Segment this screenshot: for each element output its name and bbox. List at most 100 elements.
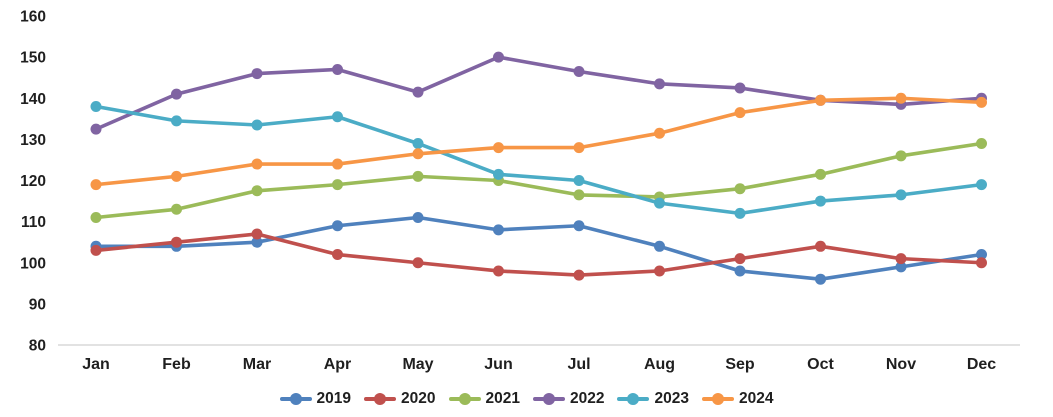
data-point-2021-Sep <box>734 183 746 195</box>
data-point-2024-Aug <box>654 127 665 139</box>
legend-item-2020: 2020 <box>364 390 436 408</box>
y-axis-tick-label: 110 <box>21 214 46 231</box>
legend-item-2024: 2024 <box>701 390 774 408</box>
y-axis-tick-label: 100 <box>20 255 46 272</box>
legend-label: 2020 <box>401 390 436 408</box>
data-point-2020-Aug <box>654 265 665 277</box>
data-point-2024-Mar <box>251 158 263 170</box>
data-point-2020-Jul <box>573 269 585 281</box>
series-line-2023 <box>94 104 984 216</box>
data-point-2024-Dec <box>976 96 987 108</box>
data-point-2024-Nov <box>895 92 907 104</box>
data-point-2021-Dec <box>976 137 987 149</box>
data-point-2019-Dec <box>976 249 987 261</box>
data-point-2022-Jun <box>493 51 504 63</box>
data-point-2023-Aug <box>654 197 665 209</box>
series-line-2020 <box>94 232 984 277</box>
data-point-2021-Apr <box>332 179 343 191</box>
data-point-2023-Nov <box>895 189 907 201</box>
data-point-2019-Nov <box>895 261 907 273</box>
legend-label: 2024 <box>738 390 774 408</box>
data-point-2020-Apr <box>332 249 343 261</box>
y-axis-tick-label: 140 <box>20 91 46 108</box>
legend-line-dot-icon <box>364 393 397 405</box>
data-point-2020-Jun <box>493 265 504 277</box>
data-point-2021-Nov <box>895 150 907 162</box>
legend-dot <box>711 393 724 405</box>
data-point-2022-Mar <box>251 68 263 80</box>
data-point-2020-Feb <box>171 236 182 248</box>
legend-label: 2022 <box>570 390 605 408</box>
data-point-2020-Dec <box>976 257 987 269</box>
series-line-2021 <box>94 141 984 220</box>
data-point-2020-Nov <box>895 253 907 265</box>
data-point-2020-Jan <box>90 244 102 256</box>
x-axis-tick-label: Jun <box>484 356 512 373</box>
data-point-2023-Jan <box>90 100 102 112</box>
x-axis-tick-label: Feb <box>162 356 191 373</box>
data-point-2019-Sep <box>734 265 746 277</box>
data-point-2024-Sep <box>734 107 746 119</box>
legend-label: 2023 <box>654 390 689 408</box>
data-point-2022-Jan <box>90 123 102 135</box>
data-point-2023-Feb <box>171 115 182 127</box>
data-point-2024-May <box>412 148 424 160</box>
data-point-2020-Sep <box>734 253 746 265</box>
legend-label: 2021 <box>485 390 520 408</box>
data-point-2022-Sep <box>734 82 746 94</box>
legend-line-dot-icon <box>701 393 734 405</box>
series-line-2022 <box>94 55 984 131</box>
x-axis-tick-label: Mar <box>243 356 271 373</box>
legend-line-dot-icon <box>617 393 650 405</box>
data-point-2020-May <box>412 257 424 269</box>
legend-line-dot-icon <box>448 393 481 405</box>
data-point-2022-Aug <box>654 78 665 90</box>
data-point-2024-Jun <box>493 142 504 154</box>
data-point-2019-Jun <box>493 224 504 236</box>
data-point-2021-Jul <box>573 189 585 201</box>
line-chart-plot-area: 160 150 140 130 120 110 100 90 80 Jan Feb Mar Apr May… <box>20 9 1020 373</box>
data-point-2019-Oct <box>815 273 826 285</box>
legend-dot <box>627 393 640 405</box>
y-axis-tick-label: 160 <box>20 9 46 26</box>
series-line-2019 <box>94 215 984 282</box>
legend-dot <box>458 393 471 405</box>
x-axis-tick-label: Aug <box>644 356 675 373</box>
legend-line-dot-icon <box>279 393 312 405</box>
data-point-2019-May <box>412 212 424 224</box>
x-axis-tick-label: Jul <box>567 356 590 373</box>
legend-item-2023: 2023 <box>617 390 689 408</box>
data-point-2021-May <box>412 170 424 182</box>
data-point-2019-Jul <box>573 220 585 232</box>
legend-item-2019: 2019 <box>279 390 352 408</box>
data-point-2021-Feb <box>171 203 182 215</box>
y-axis-tick-label: 80 <box>29 338 46 355</box>
data-point-2024-Jan <box>90 179 102 191</box>
data-point-2019-Apr <box>332 220 343 232</box>
data-point-2022-Jul <box>573 66 585 78</box>
chart-legend: 2019 2020 2021 2022 2023 2024 <box>0 386 1053 412</box>
data-point-2024-Feb <box>171 170 182 182</box>
data-point-2019-Mar <box>251 236 263 248</box>
legend-label: 2019 <box>316 390 352 408</box>
data-point-2023-Dec <box>976 179 987 191</box>
legend-item-2021: 2021 <box>448 390 520 408</box>
data-point-2024-Jul <box>573 142 585 154</box>
data-point-2021-Mar <box>251 185 263 197</box>
data-point-2023-Jul <box>573 175 585 186</box>
data-point-2024-Apr <box>332 158 343 170</box>
data-point-2022-May <box>412 86 424 98</box>
y-axis-tick-label: 120 <box>20 173 46 190</box>
legend-line-dot-icon <box>533 393 565 405</box>
data-point-2023-Sep <box>734 207 746 219</box>
data-point-2023-Oct <box>815 195 826 207</box>
x-axis-tick-label: May <box>402 356 433 373</box>
series-line-2024 <box>94 96 984 187</box>
x-axis-tick-label: Jan <box>82 356 110 373</box>
data-point-2022-Feb <box>171 88 182 100</box>
data-point-2023-Apr <box>332 111 343 123</box>
data-point-2020-Oct <box>815 240 826 252</box>
data-point-2020-Mar <box>251 228 263 240</box>
x-axis-tick-label: Sep <box>725 356 755 373</box>
